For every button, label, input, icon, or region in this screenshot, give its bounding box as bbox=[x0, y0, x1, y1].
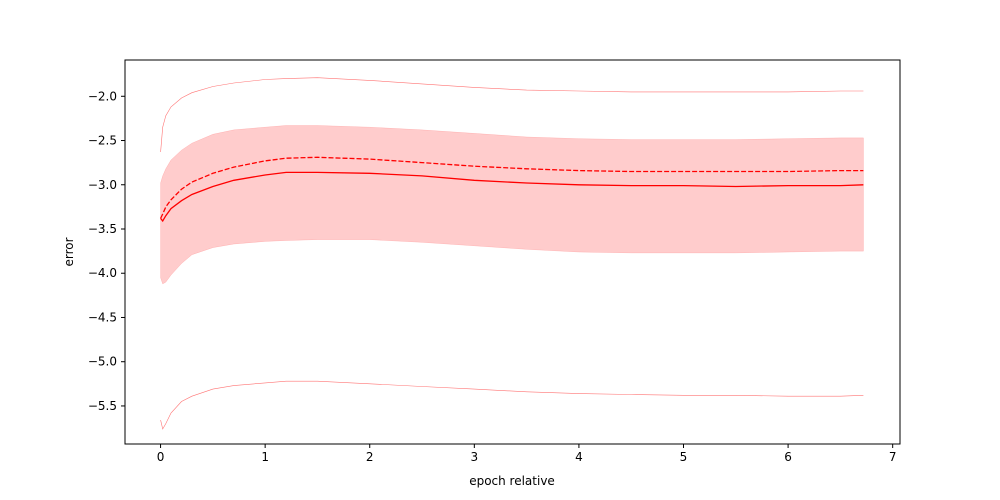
x-tick-label: 6 bbox=[784, 450, 792, 464]
mean-line bbox=[160, 171, 864, 223]
x-tick-label: 2 bbox=[366, 450, 374, 464]
x-tick-label: 5 bbox=[680, 450, 688, 464]
std-band bbox=[160, 125, 864, 285]
x-axis: 0 1 2 3 4 5 6 7 bbox=[157, 444, 897, 464]
min-line bbox=[160, 380, 864, 430]
axes-frame bbox=[124, 59, 901, 445]
x-tick-label: 4 bbox=[575, 450, 583, 464]
y-tick-label: −4.0 bbox=[88, 266, 117, 280]
y-tick-label: −4.5 bbox=[88, 310, 117, 324]
x-tick-label: 7 bbox=[889, 450, 897, 464]
y-axis-label: error bbox=[62, 237, 76, 266]
x-axis-label: epoch relative bbox=[469, 474, 555, 488]
y-tick-label: −3.5 bbox=[88, 222, 117, 236]
y-tick-label: −2.0 bbox=[88, 89, 117, 103]
y-tick-label: −3.0 bbox=[88, 178, 117, 192]
x-tick-label: 3 bbox=[471, 450, 479, 464]
plot-area bbox=[160, 77, 864, 430]
y-tick-label: −5.0 bbox=[88, 355, 117, 369]
y-axis: −2.0 −2.5 −3.0 −3.5 −4.0 −4.5 −5.0 −5.5 bbox=[88, 89, 125, 413]
x-tick-label: 0 bbox=[157, 450, 165, 464]
max-line bbox=[160, 77, 864, 153]
y-tick-label: −2.5 bbox=[88, 134, 117, 148]
x-tick-label: 1 bbox=[261, 450, 269, 464]
dashed-line bbox=[160, 156, 864, 219]
y-tick-label: −5.5 bbox=[88, 399, 117, 413]
